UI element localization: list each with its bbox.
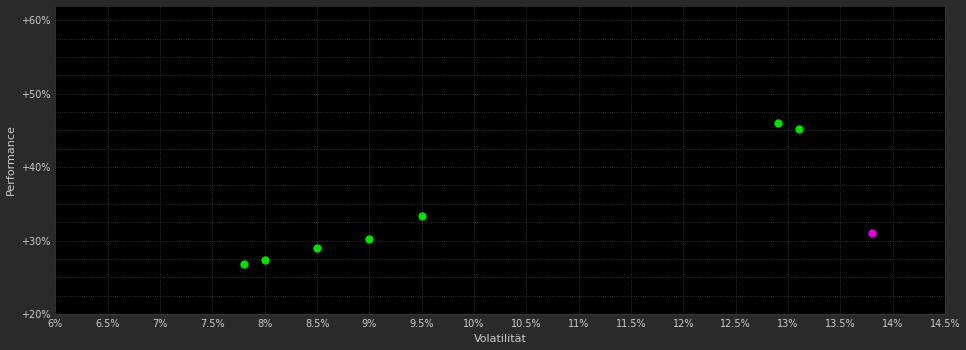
X-axis label: Volatilität: Volatilität <box>474 335 526 344</box>
Point <box>361 236 377 242</box>
Point <box>236 261 251 267</box>
Y-axis label: Performance: Performance <box>6 124 15 195</box>
Point <box>791 126 807 132</box>
Point <box>865 230 880 236</box>
Point <box>309 245 325 251</box>
Point <box>257 257 272 262</box>
Point <box>414 214 430 219</box>
Point <box>770 120 785 126</box>
